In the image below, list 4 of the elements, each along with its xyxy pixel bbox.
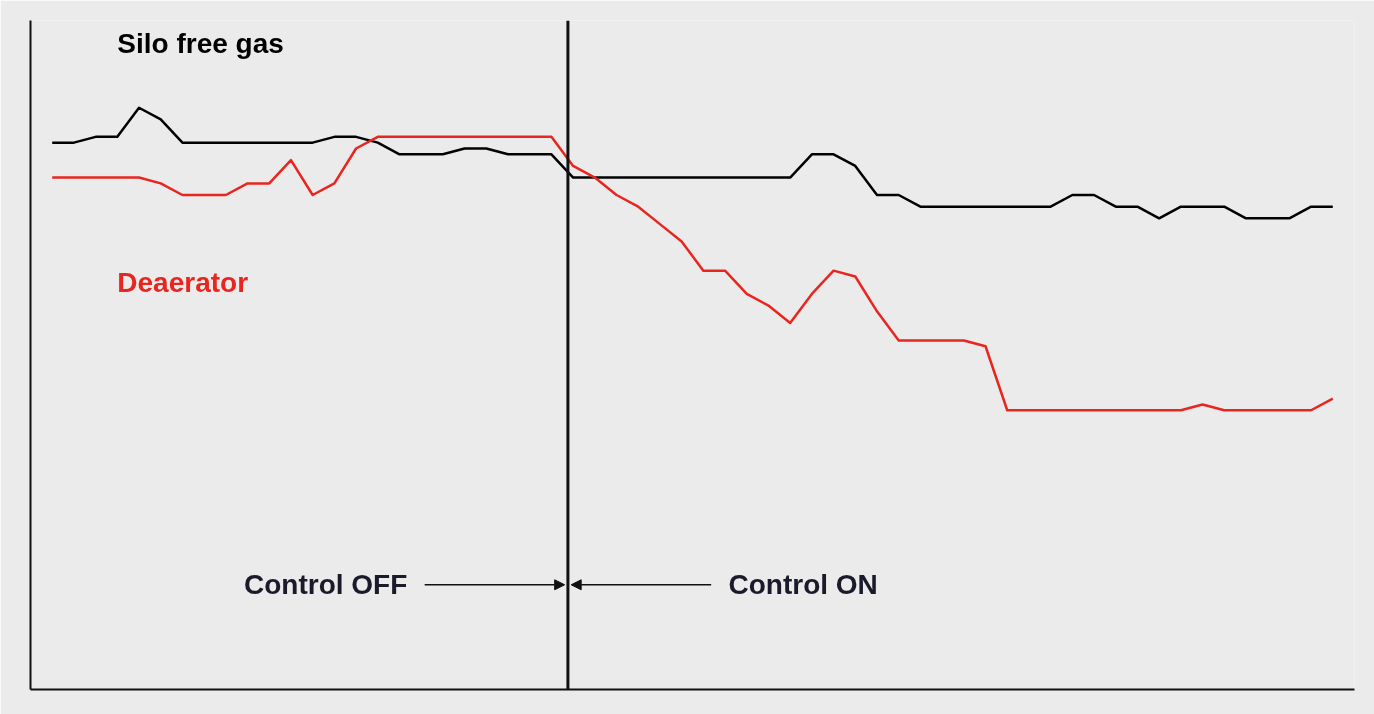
text: Deaerator [117,266,249,298]
series-label: Silo free gas [117,28,284,60]
annotation: Control OFF [244,569,408,601]
annotation: Control ON [728,569,878,601]
